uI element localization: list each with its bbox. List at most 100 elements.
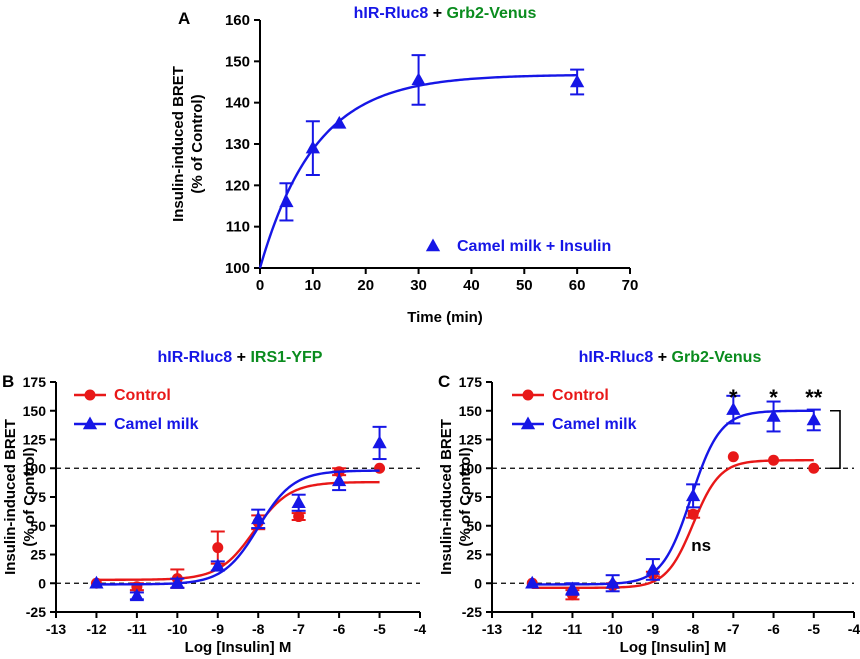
legend-marker — [520, 416, 536, 430]
chart-title-part: Grb2-Venus — [447, 5, 537, 22]
data-point — [768, 454, 780, 466]
data-point — [89, 575, 104, 589]
y-tick-label: 75 — [466, 489, 482, 505]
chart-title: hIR-Rluc8 + Grb2-Venus — [579, 349, 762, 366]
x-tick-label: -6 — [333, 621, 346, 637]
chart-title-part: + — [428, 5, 446, 22]
x-axis-label: Time (min) — [407, 309, 483, 326]
panel-label: C — [438, 372, 450, 391]
y-axis-label-line: (% of Control) — [457, 447, 474, 546]
x-tick-label: -8 — [687, 621, 700, 637]
y-tick-label: 0 — [38, 575, 46, 591]
x-tick-label: 50 — [516, 277, 533, 294]
fit-curve — [532, 409, 814, 586]
data-point — [293, 511, 305, 523]
data-point — [565, 581, 580, 595]
legend-label: Control — [114, 387, 171, 404]
chart-title: hIR-Rluc8 + IRS1-YFP — [158, 349, 323, 366]
y-tick-label: 175 — [459, 374, 483, 390]
y-tick-label: 110 — [226, 219, 250, 236]
x-tick-label: -5 — [808, 621, 821, 637]
x-tick-label: -7 — [727, 621, 740, 637]
panel-label: B — [2, 372, 14, 391]
legend-label: Camel milk + Insulin — [457, 238, 611, 255]
data-point — [212, 542, 224, 554]
x-tick-label: 70 — [622, 277, 639, 294]
series-camel-milk-insulin — [258, 54, 585, 269]
fit-curve — [96, 480, 380, 581]
data-point — [726, 402, 741, 415]
y-tick-label: 25 — [466, 547, 482, 563]
x-tick-label: -5 — [373, 621, 386, 637]
chart-title-part: hIR-Rluc8 — [579, 349, 654, 366]
data-point — [727, 451, 739, 463]
x-tick-label: 60 — [569, 277, 586, 294]
x-tick-label: -10 — [603, 621, 623, 637]
legend-marker — [84, 389, 96, 401]
y-tick-label: 130 — [225, 136, 250, 153]
chart-title-part: + — [653, 349, 671, 366]
legend: Camel milk + Insulin — [425, 238, 611, 255]
data-point — [129, 588, 145, 602]
x-tick-label: -13 — [46, 621, 66, 637]
y-axis-label-line: Insulin-induced BRET — [2, 419, 19, 575]
y-tick-label: 50 — [466, 518, 482, 534]
chart-title-part: hIR-Rluc8 — [158, 349, 233, 366]
panel-label: A — [178, 9, 190, 28]
data-point — [279, 194, 294, 208]
x-tick-label: -11 — [563, 621, 583, 637]
legend-label: Camel milk — [552, 416, 637, 433]
y-tick-label: 25 — [30, 547, 46, 563]
x-tick-label: -10 — [167, 621, 187, 637]
y-tick-label: 120 — [225, 177, 250, 194]
y-tick-label: 125 — [459, 432, 483, 448]
data-point — [806, 412, 821, 426]
legend-marker — [425, 238, 441, 252]
x-tick-label: -4 — [848, 621, 860, 637]
y-axis-label-line: Insulin-induced BRET — [170, 66, 187, 222]
legend-label: Camel milk — [114, 416, 199, 433]
series-camel-milk — [525, 394, 821, 596]
chart-title-part: + — [232, 349, 250, 366]
legend-label: Control — [552, 387, 609, 404]
data-point — [251, 511, 266, 525]
data-point — [645, 561, 661, 575]
series-camel-milk — [89, 425, 387, 602]
y-tick-label: 50 — [30, 518, 46, 534]
x-tick-label: -11 — [127, 621, 147, 637]
data-point — [808, 462, 820, 474]
data-point — [685, 488, 701, 502]
x-tick-label: -12 — [86, 621, 106, 637]
y-axis-label: Insulin-induced BRET (% of Control) — [438, 419, 474, 575]
x-tick-label: -8 — [252, 621, 265, 637]
x-tick-label: -6 — [767, 621, 780, 637]
fit-curve — [532, 459, 814, 590]
x-tick-label: -4 — [414, 621, 427, 637]
x-tick-label: 0 — [256, 277, 264, 294]
y-tick-label: 0 — [474, 575, 482, 591]
chart-title-part: Grb2-Venus — [672, 349, 762, 366]
y-tick-label: -25 — [462, 604, 482, 620]
data-point — [766, 409, 781, 422]
y-axis-label-line: Insulin-induced BRET — [438, 419, 455, 575]
x-tick-label: 30 — [410, 277, 427, 294]
comparison-bracket — [830, 409, 841, 470]
y-tick-label: -25 — [26, 604, 46, 620]
legend-marker — [522, 389, 534, 401]
data-point — [570, 74, 585, 88]
data-point — [210, 558, 225, 572]
chart-title: hIR-Rluc8 + Grb2-Venus — [354, 5, 537, 22]
y-tick-label: 150 — [225, 53, 250, 70]
y-axis-label-line: (% of Control) — [21, 447, 38, 546]
y-tick-label: 160 — [225, 12, 250, 29]
x-tick-label: 40 — [463, 277, 480, 294]
x-tick-label: -13 — [482, 621, 502, 637]
y-tick-label: 125 — [23, 432, 47, 448]
x-tick-label: -7 — [292, 621, 305, 637]
significance-marker: * — [769, 385, 778, 410]
x-tick-label: -9 — [212, 621, 225, 637]
data-point — [291, 495, 306, 508]
